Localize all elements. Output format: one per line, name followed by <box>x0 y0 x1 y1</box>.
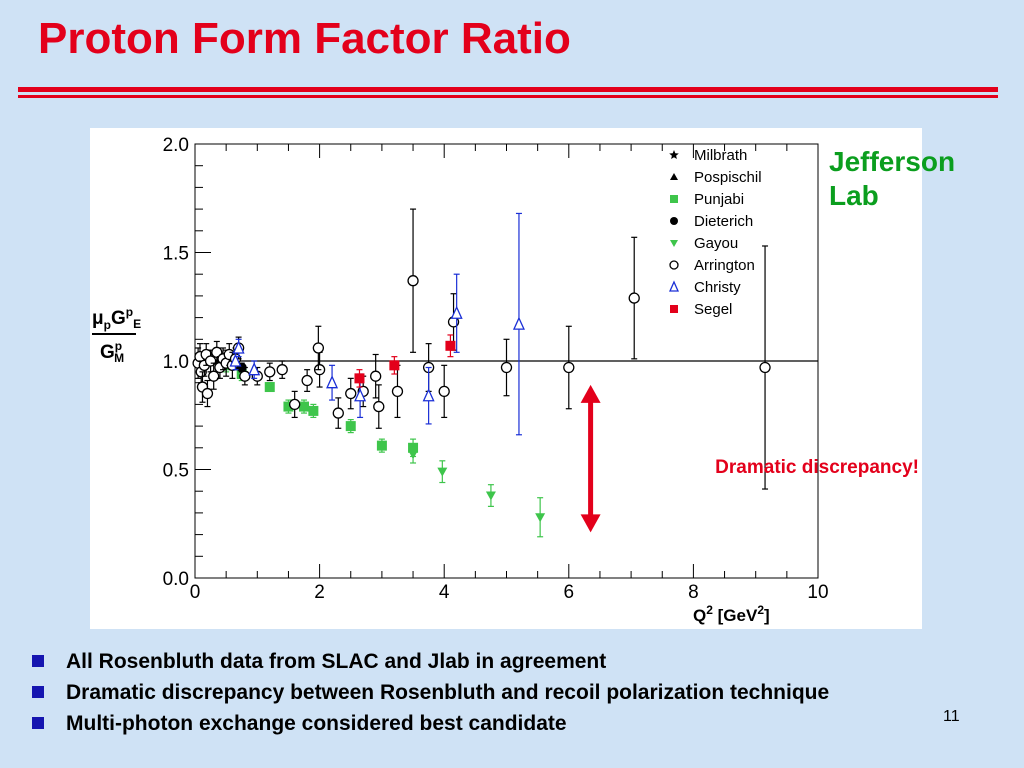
data-point <box>535 513 545 522</box>
data-point <box>333 408 343 418</box>
x-tick-label: 0 <box>190 582 201 603</box>
legend-marker <box>669 150 679 159</box>
data-point <box>760 363 770 373</box>
legend-marker <box>670 282 678 291</box>
y-axis-label: μpGpE Gp M <box>92 305 141 365</box>
discrepancy-annotation: Dramatic discrepancy! <box>581 385 919 533</box>
data-point <box>346 389 356 399</box>
legend: Milbrath Pospischil Punjabi Dieterich Gayou A… <box>669 147 761 318</box>
data-point <box>265 367 275 377</box>
legend-marker <box>670 305 678 313</box>
legend-marker <box>670 261 678 269</box>
y-tick-label: 0.5 <box>163 461 189 482</box>
data-point <box>437 468 447 477</box>
legend-marker <box>670 217 678 225</box>
data-point <box>389 360 399 370</box>
data-point <box>240 371 250 381</box>
y-tick-label: 1.5 <box>163 244 189 265</box>
x-tick-label: 2 <box>314 582 325 603</box>
y-label-numerator: μpGpE <box>92 305 141 332</box>
data-point <box>302 376 312 386</box>
y-tick-label: 0.0 <box>163 569 189 590</box>
data-point <box>290 399 300 409</box>
legend-label: Segel <box>694 301 732 318</box>
arrow-head-up <box>581 385 601 403</box>
data-point <box>486 492 496 501</box>
x-axis-label: Q2 [GeV2] <box>693 603 770 625</box>
legend-marker <box>670 173 678 180</box>
annotation-text: Dramatic discrepancy! <box>715 457 919 478</box>
title-rule-thin <box>18 95 998 98</box>
bullet-item: All Rosenbluth data from SLAC and Jlab i… <box>30 646 829 677</box>
arrow-head-down <box>581 514 601 532</box>
data-point <box>265 382 275 392</box>
data-point <box>346 421 356 431</box>
title-rule-thick <box>18 87 998 92</box>
square-bullet-icon <box>32 655 44 667</box>
data-point <box>502 363 512 373</box>
legend-label: Arrington <box>694 257 755 274</box>
data-point <box>629 293 639 303</box>
data-point <box>354 373 364 383</box>
data-point <box>313 343 323 353</box>
data-point <box>327 377 337 388</box>
slide-title: Proton Form Factor Ratio <box>38 14 571 64</box>
data-point <box>439 386 449 396</box>
data-point <box>209 371 219 381</box>
legend-label: Gayou <box>694 235 738 252</box>
data-point <box>374 402 384 412</box>
bullet-item: Multi-photon exchange considered best ca… <box>30 708 829 739</box>
y-tick-label: 2.0 <box>163 135 189 156</box>
series-gayou <box>408 446 545 537</box>
data-point <box>514 318 524 329</box>
bullet-text: Multi-photon exchange considered best ca… <box>66 712 567 735</box>
y-tick-label: 1.0 <box>163 352 189 373</box>
bullet-list: All Rosenbluth data from SLAC and Jlab i… <box>30 646 829 739</box>
legend-marker <box>670 195 678 203</box>
bullet-item: Dramatic discrepancy between Rosenbluth … <box>30 677 829 708</box>
data-point <box>564 363 574 373</box>
page-number: 11 <box>943 708 960 726</box>
bullet-text: All Rosenbluth data from SLAC and Jlab i… <box>66 650 606 673</box>
data-point <box>371 371 381 381</box>
data-point <box>408 450 418 459</box>
x-tick-label: 6 <box>564 582 575 603</box>
data-point <box>408 276 418 286</box>
series-arrington <box>193 209 770 489</box>
legend-label: Pospischil <box>694 169 762 186</box>
legend-label: Punjabi <box>694 191 744 208</box>
jefferson-lab-label: Jefferson Lab <box>829 145 999 212</box>
legend-marker <box>670 240 678 247</box>
form-factor-chart: 0 2 4 6 8 10 0.0 0.5 1.0 1.5 2.0 Q2 [GeV2] μpGpE Gp M M… <box>90 128 922 629</box>
square-bullet-icon <box>32 686 44 698</box>
x-tick-label: 8 <box>688 582 699 603</box>
y-label-denominator: Gp M <box>100 339 124 365</box>
data-point <box>424 390 434 401</box>
data-point <box>202 389 212 399</box>
legend-label: Dieterich <box>694 213 753 230</box>
x-tick-label: 4 <box>439 582 450 603</box>
data-point <box>392 386 402 396</box>
data-point <box>377 441 387 451</box>
legend-label: Christy <box>694 279 741 296</box>
data-point <box>445 341 455 351</box>
legend-label: Milbrath <box>694 147 747 164</box>
square-bullet-icon <box>32 717 44 729</box>
plot-panel: 0 2 4 6 8 10 0.0 0.5 1.0 1.5 2.0 Q2 [GeV2] μpGpE Gp M M… <box>90 128 922 629</box>
bullet-text: Dramatic discrepancy between Rosenbluth … <box>66 681 829 704</box>
x-tick-label: 10 <box>807 582 828 603</box>
data-point <box>308 406 318 416</box>
data-point <box>299 402 309 412</box>
data-point <box>277 365 287 375</box>
